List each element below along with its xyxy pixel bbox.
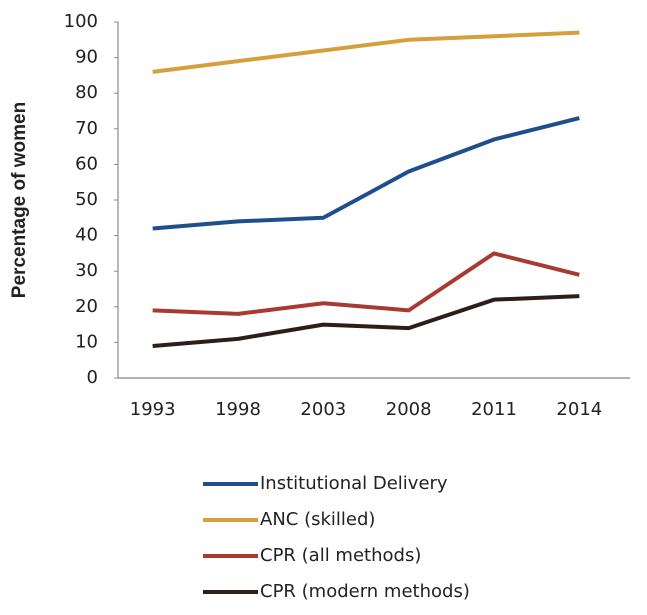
x-tick-label: 1993 [130,399,176,420]
y-tick-label: 20 [75,296,98,317]
y-tick-label: 30 [75,260,98,281]
x-tick-label: 2008 [386,399,432,420]
y-tick-label: 90 [75,47,98,68]
y-tick-label: 10 [75,331,98,352]
series-line [152,251,580,316]
y-tick-label: 0 [87,367,98,388]
series-line [152,30,580,74]
y-tick-label: 60 [75,153,98,174]
series-line [152,116,580,231]
x-tick-label: 2003 [300,399,346,420]
legend-label: Institutional Delivery [260,473,448,494]
y-tick-label: 100 [64,11,98,32]
y-tick-label: 70 [75,118,98,139]
y-tick-label: 80 [75,82,98,103]
y-axis-label: Percentage of women [9,102,30,298]
legend-label: CPR (all methods) [260,545,421,566]
x-tick-label: 1998 [215,399,261,420]
y-tick-label: 50 [75,189,98,210]
series-line [152,294,580,348]
y-tick-label: 40 [75,225,98,246]
x-tick-label: 2014 [556,399,602,420]
x-tick-label: 2011 [471,399,517,420]
legend-label: CPR (modern methods) [260,581,470,602]
legend-label: ANC (skilled) [260,509,375,530]
